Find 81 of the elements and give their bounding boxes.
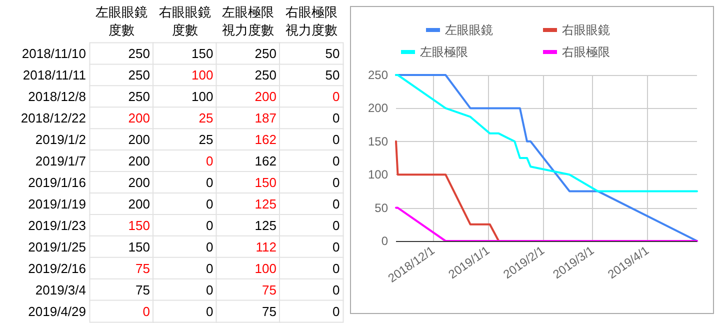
data-label: 50 (325, 68, 340, 83)
data-label: 150 (128, 239, 150, 254)
data-label: 0 (332, 239, 340, 254)
data-label: 25 (198, 110, 214, 126)
data-label: 250 (128, 46, 150, 62)
data-label: 0 (142, 304, 150, 319)
data-label: 0 (332, 282, 340, 298)
data-label: 200 (128, 132, 150, 148)
data-label: 75 (136, 282, 150, 298)
y-tick-label: 2019/3/4 (35, 282, 86, 298)
data-label: 75 (262, 282, 276, 298)
y-tick-label: 2018/12/8 (28, 89, 86, 104)
data-label: 100 (192, 89, 214, 104)
legend-label: 右眼極限 (562, 45, 610, 59)
data-label: 0 (206, 154, 214, 169)
data-label: 0 (332, 304, 340, 319)
data-label: 100 (192, 68, 214, 83)
data-label: 200 (128, 154, 150, 169)
data-label: 0 (332, 175, 340, 190)
y-tick-label: 2019/1/16 (28, 175, 86, 190)
data-label: 200 (128, 110, 150, 126)
data-label: 200 (254, 89, 276, 104)
data-label: 0 (206, 175, 214, 190)
data-label: 150 (128, 218, 150, 233)
data-label: 0 (332, 132, 340, 148)
y-tick-label: 2018/12/22 (20, 110, 86, 126)
data-label: 25 (198, 132, 214, 148)
data-label: 0 (332, 154, 340, 169)
line-series (395, 74, 698, 192)
y-tick-label: 2019/4/29 (28, 304, 86, 319)
data-label: 200 (128, 196, 150, 212)
data-label: 0 (332, 260, 340, 276)
data-label: 112 (256, 239, 276, 254)
y-tick-label: 200 (368, 101, 388, 116)
legend-label: 左眼眼鏡 (445, 23, 493, 37)
y-tick-label: 2019/1/7 (35, 154, 86, 169)
data-label: 0 (332, 89, 340, 104)
x-tick-label: 右眼眼鏡度數 (158, 4, 211, 38)
data-label: 250 (128, 68, 150, 83)
x-tick-label: 左眼眼鏡度數 (96, 4, 148, 38)
line-series (395, 140, 500, 242)
y-tick-label: 0 (381, 234, 388, 248)
data-label: 150 (192, 46, 214, 62)
y-tick-label: 2018/11/10 (22, 46, 86, 62)
data-label: 75 (136, 260, 150, 276)
x-tick-label: 左眼極限視力度數 (222, 4, 274, 38)
x-tick-label: 右眼極限視力度數 (285, 4, 338, 38)
data-label: 0 (332, 218, 340, 233)
data-label: 0 (206, 239, 214, 254)
data-label: 187 (254, 110, 276, 126)
data-label: 0 (332, 110, 340, 126)
data-label: 125 (254, 218, 276, 233)
y-tick-label: 100 (368, 168, 388, 182)
data-label: 250 (254, 68, 276, 83)
y-tick-label: 2018/11/11 (22, 68, 86, 83)
legend-label: 右眼眼鏡 (562, 23, 610, 37)
y-tick-label: 2019/1/19 (28, 196, 86, 212)
y-tick-label: 2019/2/16 (28, 260, 86, 276)
y-tick-label: 2019/1/2 (35, 132, 86, 148)
data-label: 162 (254, 154, 276, 169)
data-label: 250 (128, 89, 150, 104)
data-label: 125 (254, 196, 276, 212)
y-tick-label: 2019/1/25 (28, 239, 86, 254)
data-label: 0 (206, 260, 214, 276)
data-label: 0 (206, 282, 214, 298)
data-label: 75 (262, 304, 276, 319)
y-tick-label: 2019/1/23 (28, 218, 86, 233)
legend-label: 左眼極限 (420, 45, 468, 59)
data-label: 100 (254, 260, 276, 276)
y-tick-label: 50 (374, 200, 388, 215)
data-label: 50 (325, 46, 340, 62)
data-label: 0 (332, 196, 340, 212)
data-label: 250 (254, 46, 276, 62)
y-tick-label: 150 (368, 134, 388, 148)
data-label: 200 (128, 175, 150, 190)
y-tick-label: 250 (368, 68, 388, 82)
data-label: 0 (206, 196, 214, 212)
data-label: 0 (206, 218, 214, 233)
data-label: 150 (254, 175, 276, 190)
data-label: 0 (206, 304, 214, 319)
data-label: 162 (254, 132, 276, 148)
